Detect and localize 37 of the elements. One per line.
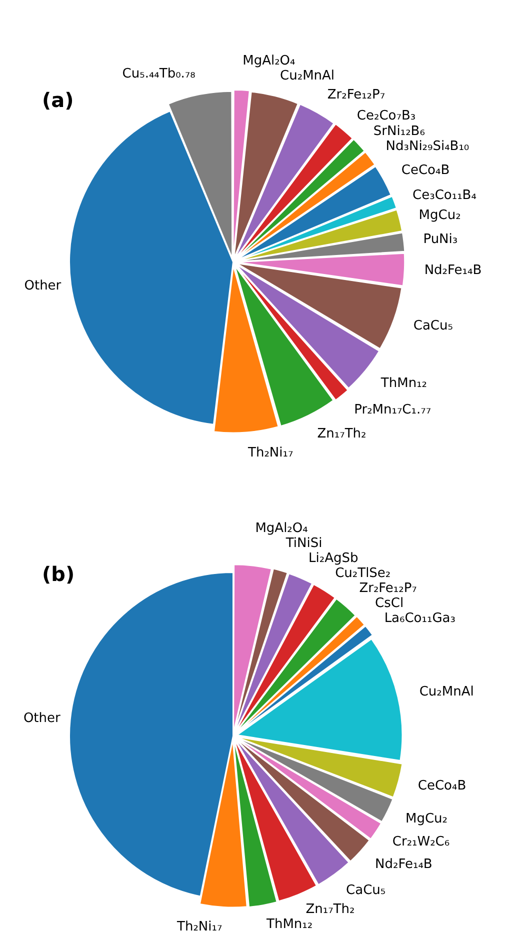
slice-label: SrNi₁₂B₆	[373, 124, 425, 139]
slice-label: ThMn₁₂	[380, 376, 427, 391]
slice-label: Zr₂Fe₁₂P₇	[359, 581, 417, 596]
slice-label: Zn₁₇Th₂	[317, 426, 366, 442]
slice-label: Pr₂Mn₁₇C₁.₇₇	[354, 402, 432, 418]
slice-label: Nd₃Ni₂₉Si₄B₁₀	[386, 138, 470, 154]
slice-label: CsCl	[375, 596, 404, 612]
slice-label: Li₂AgSb	[308, 551, 358, 566]
slice-label: Ce₂Co₇B₃	[356, 108, 416, 124]
slice-label: Zr₂Fe₁₂P₇	[327, 88, 386, 103]
slice-label: Other	[23, 710, 62, 726]
slice-label: Nd₂Fe₁₄B	[424, 262, 482, 278]
slice-label: MgCu₂	[418, 208, 461, 223]
slice-label: La₆Co₁₁Ga₃	[384, 611, 456, 626]
slice-label: Th₂Ni₁₇	[176, 920, 222, 935]
slice-label: CaCu₅	[413, 318, 453, 334]
slice-label: Cr₂₁W₂C₆	[392, 834, 450, 850]
slice-label: CaCu₅	[346, 882, 386, 898]
slice-label: MgAl₂O₄	[242, 54, 296, 69]
slice-label: TiNiSi	[284, 536, 322, 552]
slice-label: CeCo₄B	[418, 778, 466, 794]
slice-label: ThMn₁₂	[266, 916, 313, 932]
slice-label: Zn₁₇Th₂	[306, 902, 355, 917]
slice-label: Th₂Ni₁₇	[247, 445, 294, 460]
slice-label: Ce₃Co₁₁B₄	[412, 188, 476, 203]
slice-label: Other	[24, 278, 62, 294]
slice-label: Cu₅.₄₄Tb₀.₇₈	[122, 66, 196, 82]
slice-label: Nd₂Fe₁₄B	[375, 856, 432, 872]
text: (a)	[42, 88, 74, 112]
slice-label: Cu₂MnAl	[419, 684, 474, 700]
slice-label: MgAl₂O₄	[255, 521, 308, 536]
slice-label: CeCo₄B	[401, 163, 450, 178]
slice-label: Cu₂MnAl	[280, 68, 335, 84]
slice-label: Cu₂TlSe₂	[335, 566, 391, 582]
slice-label: PuNi₃	[423, 232, 458, 248]
slice-label: MgCu₂	[406, 812, 448, 827]
text: (b)	[42, 562, 75, 586]
